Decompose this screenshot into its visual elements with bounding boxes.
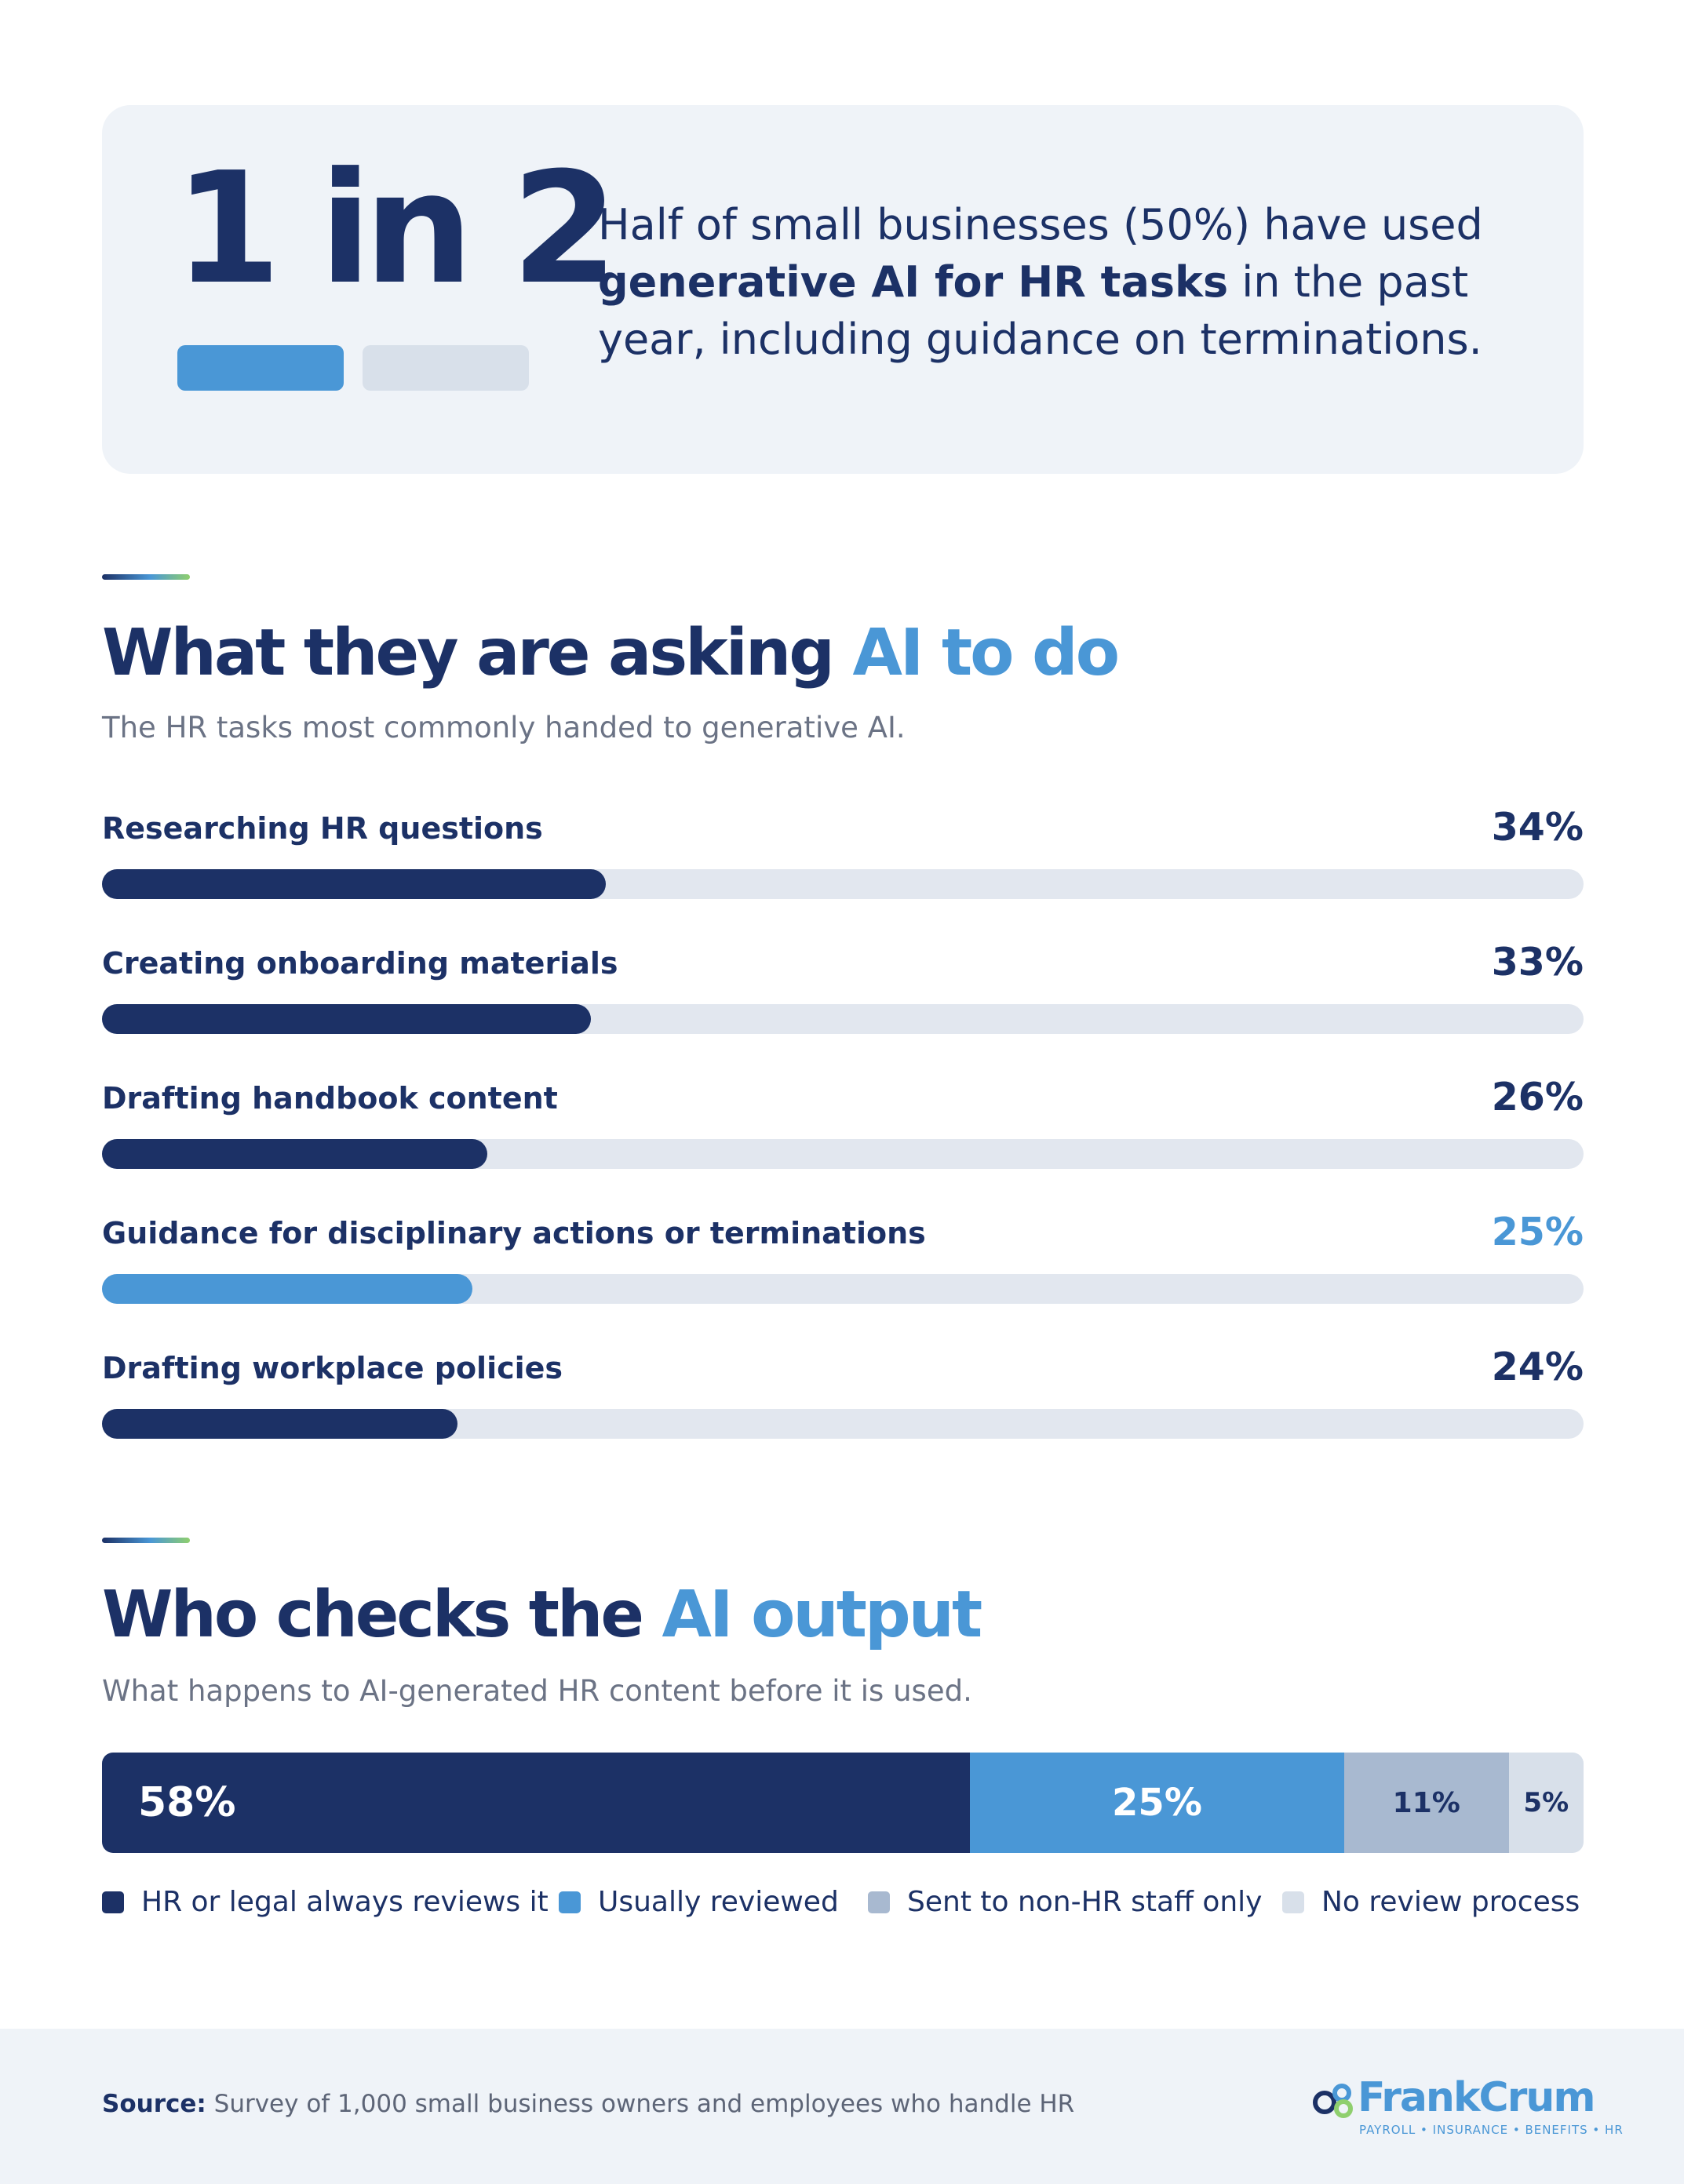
- logo-mark-icon: [1313, 2084, 1353, 2118]
- task-bar-fill: [102, 869, 606, 899]
- task-value-label: 26%: [1491, 1075, 1584, 1119]
- section1-title: What they are asking AI to do: [102, 621, 1120, 686]
- legend-item: No review process: [1282, 1886, 1580, 1918]
- review-stacked-bar: 58% 25% 11% 5%: [102, 1753, 1584, 1853]
- review-legend: HR or legal always reviews it Usually rev…: [102, 1886, 1584, 1933]
- hero-description: Half of small businesses (50%) have used…: [598, 196, 1563, 368]
- legend-label: No review process: [1321, 1886, 1580, 1918]
- legend-swatch: [868, 1891, 890, 1913]
- task-value-label: 24%: [1491, 1345, 1584, 1389]
- task-bar-fill: [102, 1139, 487, 1169]
- source-text: Survey of 1,000 small business owners an…: [206, 2090, 1075, 2118]
- task-bar-track: [102, 1274, 1584, 1304]
- legend-item: Usually reviewed: [559, 1886, 839, 1918]
- source-label: Source:: [102, 2090, 206, 2118]
- stack-segment-label: 25%: [1112, 1781, 1202, 1825]
- hero-card: 1 in 2 Half of small businesses (50%) ha…: [102, 105, 1584, 474]
- stack-segment: 25%: [970, 1753, 1344, 1853]
- task-bar-track: [102, 1004, 1584, 1034]
- legend-label: Usually reviewed: [598, 1886, 839, 1918]
- hero-text-pre: Half of small businesses (50%) have used: [598, 200, 1483, 249]
- hero-stat: 1 in 2: [174, 140, 618, 318]
- task-label: Researching HR questions: [102, 811, 543, 846]
- legend-swatch: [1282, 1891, 1304, 1913]
- task-bar-fill: [102, 1004, 592, 1034]
- task-row: Creating onboarding materials 33%: [102, 940, 1584, 1056]
- section2-subtitle: What happens to AI-generated HR content …: [102, 1674, 972, 1708]
- hero-text-post: in the past year, including guidance on …: [598, 257, 1482, 364]
- legend-item: Sent to non-HR staff only: [868, 1886, 1262, 1918]
- task-row: Drafting workplace policies 24%: [102, 1345, 1584, 1461]
- section2-title: Who checks the AI output: [102, 1583, 982, 1647]
- footer: Source: Survey of 1,000 small business o…: [0, 2029, 1684, 2184]
- stack-segment-label: 5%: [1523, 1787, 1569, 1818]
- task-bar-fill: [102, 1274, 472, 1304]
- stack-segment-label: 58%: [138, 1779, 236, 1826]
- section2-accent-line: [102, 1538, 190, 1543]
- task-label: Drafting workplace policies: [102, 1351, 563, 1385]
- section1-title-blue: AI to do: [852, 616, 1120, 690]
- stack-segment: 58%: [102, 1753, 971, 1853]
- section2-title-blue: AI output: [662, 1578, 983, 1652]
- hero-text-bold: generative AI for HR tasks: [598, 257, 1229, 307]
- task-value-label: 34%: [1491, 805, 1584, 850]
- task-label: Creating onboarding materials: [102, 946, 618, 981]
- logo-wordmark: FrankCrum: [1358, 2074, 1596, 2121]
- stack-segment: 11%: [1343, 1753, 1509, 1853]
- legend-swatch: [102, 1891, 124, 1913]
- legend-label: Sent to non-HR staff only: [907, 1886, 1263, 1918]
- source-note: Source: Survey of 1,000 small business o…: [102, 2090, 1074, 2118]
- task-value-label: 25%: [1491, 1210, 1584, 1254]
- section1-accent-line: [102, 574, 190, 580]
- hero-pill-empty: [363, 345, 529, 391]
- stack-segment: 5%: [1508, 1753, 1584, 1853]
- legend-item: HR or legal always reviews it: [102, 1886, 549, 1918]
- legend-swatch: [559, 1891, 581, 1913]
- section1-title-dark: What they are asking: [102, 616, 853, 690]
- section2-title-dark: Who checks the: [102, 1578, 662, 1652]
- task-value-label: 33%: [1491, 940, 1584, 985]
- section1-subtitle: The HR tasks most commonly handed to gen…: [102, 711, 906, 744]
- task-bar-fill: [102, 1409, 458, 1439]
- task-label: Guidance for disciplinary actions or ter…: [102, 1216, 926, 1250]
- task-bar-track: [102, 1409, 1584, 1439]
- task-bar-track: [102, 1139, 1584, 1169]
- task-row: Researching HR questions 34%: [102, 805, 1584, 921]
- legend-label: HR or legal always reviews it: [141, 1886, 549, 1918]
- task-label: Drafting handbook content: [102, 1081, 558, 1116]
- logo-tagline: PAYROLL • INSURANCE • BENEFITS • HR: [1359, 2123, 1624, 2137]
- frankcrum-logo: FrankCrum PAYROLL • INSURANCE • BENEFITS…: [1312, 2074, 1623, 2140]
- task-bar-track: [102, 869, 1584, 899]
- hero-pill-filled: [177, 345, 344, 391]
- task-row: Guidance for disciplinary actions or ter…: [102, 1210, 1584, 1326]
- stack-segment-label: 11%: [1392, 1786, 1460, 1819]
- task-row: Drafting handbook content 26%: [102, 1075, 1584, 1191]
